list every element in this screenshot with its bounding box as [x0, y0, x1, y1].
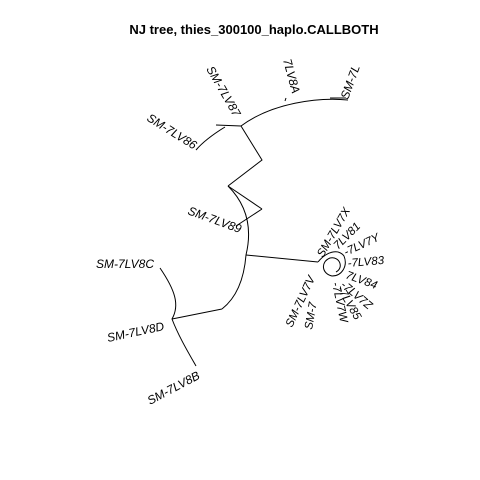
tip-label-7lv8c: SM-7LV8C	[96, 257, 154, 271]
lower-clade-arc	[171, 308, 223, 320]
tip-label-7lv8a: 7LV8A	[280, 57, 303, 95]
tip-label-7lv86: SM-7LV86	[144, 111, 199, 153]
lower-clade-curve	[159, 267, 197, 367]
right-cluster-knot	[317, 251, 346, 277]
branch-7lv87	[215, 124, 242, 127]
tip-label-7lv8d: SM-7LV8D	[106, 319, 166, 345]
branch-7lv8a	[284, 97, 287, 102]
root-arc	[221, 185, 249, 310]
tip-labels: SM-7L 7LV8A SM-7LV87 SM-7LV86 SM-7LV89 S…	[96, 57, 385, 407]
tip-label-7l: SM-7L	[338, 63, 363, 101]
upper-clade-arc	[227, 98, 349, 187]
tip-label-7lv87: SM-7LV87	[203, 64, 244, 121]
branch-7lv86	[195, 126, 226, 151]
tree-edges	[159, 97, 349, 367]
tip-label-7lv8b: SM-7LV8B	[145, 368, 202, 407]
right-cluster-stem	[245, 254, 319, 263]
figure-title: NJ tree, thies_300100_haplo.CALLBOTH	[129, 22, 378, 37]
tip-label-7lv89: SM-7LV89	[186, 204, 244, 236]
branch-7lv89-tip	[235, 208, 263, 227]
branch-7lv89	[227, 185, 263, 210]
tip-label-7lv83: -7LV83	[347, 255, 385, 270]
tip-label-sm7: SM-7	[303, 301, 320, 331]
